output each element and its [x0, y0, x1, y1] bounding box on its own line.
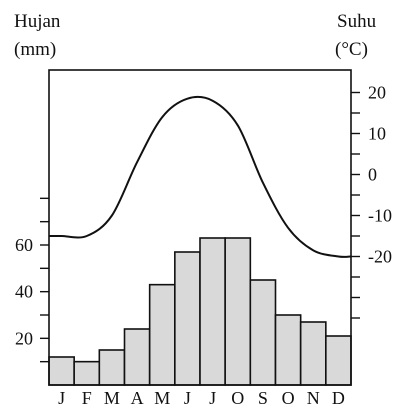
temperature-line [49, 95, 352, 258]
rain-bar-d-12 [325, 335, 352, 386]
right-axis-title: Suhu [337, 11, 377, 32]
right-axis-unit: (°C) [335, 39, 368, 60]
rain-bar-a-4 [123, 328, 151, 386]
month-label-10: O [282, 388, 295, 408]
rain-bar-m-5 [148, 283, 176, 386]
month-label-11: N [307, 388, 320, 408]
rain-bar-f-2 [73, 360, 101, 386]
rain-bar-j-6 [174, 251, 201, 386]
right-tick-label--10: -10 [368, 206, 392, 226]
month-label-12: D [332, 388, 345, 408]
right-tick-label--20: -20 [368, 247, 392, 267]
month-label-8: O [231, 388, 244, 408]
rain-bar-o-10 [274, 314, 302, 386]
rain-bar-o-8 [224, 237, 252, 386]
plot-frame [48, 69, 352, 386]
month-label-5: M [154, 388, 170, 408]
month-label-1: J [58, 388, 65, 408]
left-tick-label-60: 60 [15, 235, 33, 255]
left-axis-unit: (mm) [14, 39, 56, 60]
rain-bar-n-11 [299, 321, 327, 386]
left-tick-label-20: 20 [15, 328, 33, 348]
rain-bar-j-7 [199, 237, 226, 386]
month-label-3: M [104, 388, 120, 408]
month-label-9: S [258, 388, 268, 408]
right-tick-label-10: 10 [368, 124, 386, 144]
month-label-4: A [131, 388, 144, 408]
left-axis-title: Hujan [14, 11, 61, 32]
right-tick-label-20: 20 [368, 83, 386, 103]
month-label-7: J [209, 388, 216, 408]
month-label-2: F [82, 388, 92, 408]
right-tick-label-0: 0 [368, 165, 377, 185]
rain-bar-j-1 [48, 356, 75, 386]
left-tick-label-40: 40 [15, 282, 33, 302]
rain-bar-m-3 [98, 349, 126, 386]
month-label-6: J [184, 388, 191, 408]
rain-bar-s-9 [249, 279, 277, 386]
